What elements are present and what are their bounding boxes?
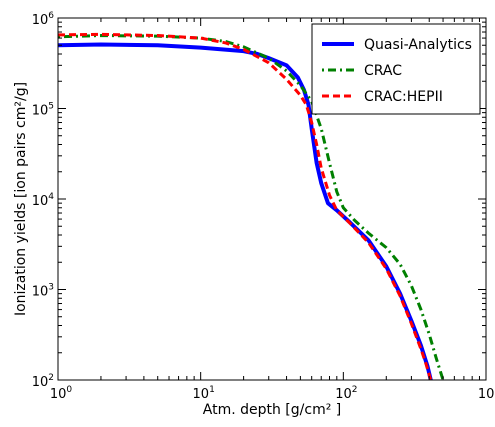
legend-label-crac-hepii: CRAC:HEPII — [364, 89, 443, 105]
ticks-layer — [57, 17, 487, 381]
series-line-quasi-analytics — [58, 42, 433, 380]
y-tick-label: 102 — [32, 373, 54, 390]
x-axis-label: Atm. depth [g/cm² ] — [203, 402, 341, 418]
y-tick-label: 106 — [32, 11, 55, 28]
series-line-crac-hepii — [58, 32, 433, 380]
legend-box — [311, 23, 481, 115]
legend-label-quasi-analytics: Quasi-Analytics — [364, 37, 472, 53]
y-tick-label: 104 — [32, 192, 55, 209]
y-tick-labels: 102 103 104 105 106 — [32, 11, 55, 390]
y-tick-label: 103 — [32, 283, 54, 300]
legend-label-crac: CRAC — [364, 63, 402, 79]
y-tick-label: 105 — [32, 102, 54, 119]
x-tick-label: 103 — [478, 385, 495, 402]
legend: Quasi-Analytics CRAC CRAC:HEPII — [311, 23, 481, 115]
y-axis-label: Ionization yields [ion pairs cm²/g] — [13, 82, 29, 316]
x-tick-label: 100 — [50, 385, 73, 402]
series-layer — [58, 32, 445, 380]
x-tick-label: 102 — [335, 385, 357, 402]
x-tick-label: 101 — [193, 385, 215, 402]
x-tick-labels: 100 101 102 103 — [50, 385, 495, 402]
